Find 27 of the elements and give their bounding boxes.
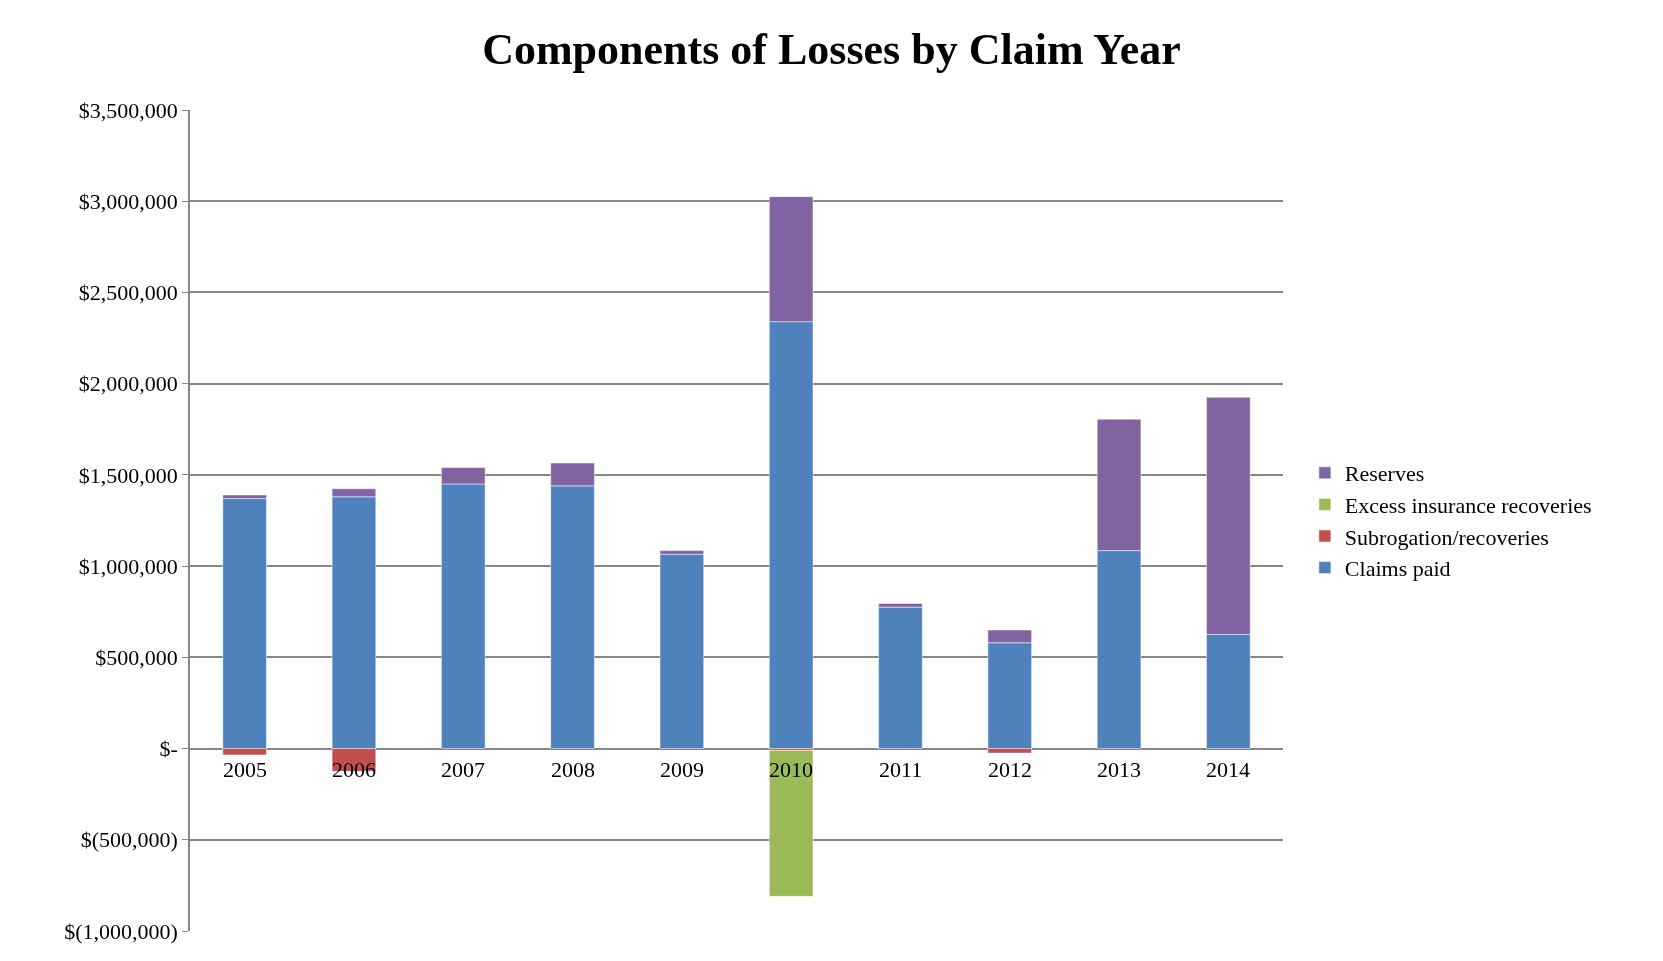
x-tick-label: 2012 — [988, 757, 1032, 782]
x-tick-label: 2011 — [879, 757, 923, 782]
y-tick-label: $3,000,000 — [78, 188, 178, 214]
y-tick-label: $2,000,000 — [78, 371, 178, 397]
y-tick-label: $2,500,000 — [78, 280, 178, 306]
bar — [769, 750, 814, 897]
bar — [659, 554, 704, 749]
x-tick-label: 2007 — [441, 757, 485, 782]
x-tick-label: 2014 — [1206, 757, 1250, 782]
y-tick-label: $500,000 — [95, 645, 178, 671]
x-tick-label: 2005 — [223, 757, 267, 782]
y-tick-label: $3,500,000 — [78, 97, 178, 123]
x-tick-label: 2009 — [660, 757, 704, 782]
y-tick-label: $- — [159, 736, 178, 762]
bar — [878, 606, 923, 749]
y-tick-label: $(500,000) — [80, 827, 178, 853]
legend-label: Subrogation/recoveries — [1344, 524, 1549, 550]
legend-label: Reserves — [1344, 461, 1425, 487]
legend-label: Claims paid — [1344, 556, 1451, 582]
chart-title: Components of Losses by Claim Year — [482, 25, 1181, 75]
x-tick-label: 2008 — [551, 757, 595, 782]
y-tick-label: $1,000,000 — [78, 553, 178, 579]
x-tick-label: 2013 — [1097, 757, 1141, 782]
x-tick-label: 2010 — [769, 757, 813, 782]
y-tick-label: $(1,000,000) — [64, 918, 178, 944]
y-tick-label: $1,500,000 — [78, 462, 178, 488]
legend-label: Excess insurance recoveries — [1344, 492, 1592, 518]
